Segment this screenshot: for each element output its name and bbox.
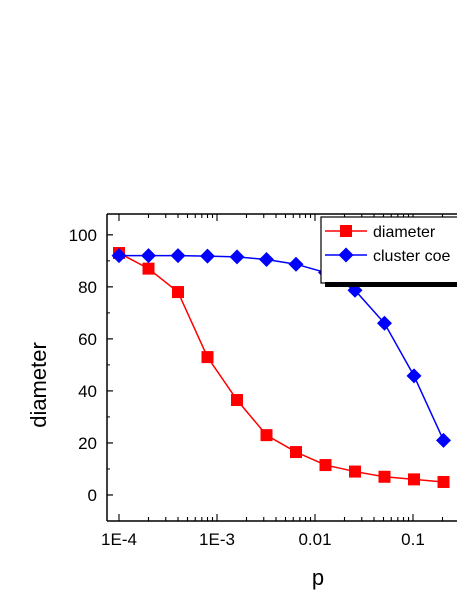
- y-tick-label: 0: [88, 486, 97, 505]
- data-point-square: [349, 465, 362, 478]
- data-point-square: [378, 470, 391, 483]
- legend-label: cluster coe: [373, 248, 450, 265]
- data-point-diamond: [436, 432, 452, 448]
- x-axis-title: p: [312, 565, 324, 590]
- legend-marker-square: [340, 225, 352, 237]
- data-point-diamond: [259, 252, 275, 268]
- plot-area: [111, 247, 452, 488]
- y-tick-label: 60: [78, 330, 97, 349]
- data-point-diamond: [377, 315, 393, 331]
- data-point-square: [142, 262, 155, 275]
- legend-shadow: [325, 282, 457, 287]
- data-point-square: [231, 394, 244, 407]
- data-point-square: [319, 459, 332, 472]
- y-tick-label: 100: [69, 226, 97, 245]
- legend-marker-diamond: [338, 247, 354, 263]
- data-point-square: [437, 475, 450, 488]
- y-tick-label: 20: [78, 434, 97, 453]
- y-axis-title: diameter: [26, 342, 51, 428]
- x-tick-label: 1E-3: [199, 530, 235, 549]
- series-line-0: [118, 252, 444, 483]
- data-point-diamond: [229, 249, 245, 265]
- x-tick-label: 0.1: [401, 530, 425, 549]
- y-tick-label: 40: [78, 382, 97, 401]
- legend: diameter cluster coe: [320, 216, 457, 287]
- legend-label: diameter: [373, 224, 436, 241]
- x-tick-label: 1E-4: [101, 530, 137, 549]
- data-point-diamond: [111, 248, 127, 264]
- data-point-diamond: [288, 256, 304, 272]
- axes: 0 20 40 60 80 100 1E-4 1E-3 0.01 0.1: [69, 213, 457, 549]
- data-point-square: [260, 429, 273, 442]
- data-point-square: [201, 351, 214, 364]
- data-point-square: [290, 446, 303, 459]
- data-point-square: [408, 473, 421, 486]
- y-tick-label: 80: [78, 278, 97, 297]
- data-point-diamond: [406, 368, 422, 384]
- data-point-diamond: [200, 248, 216, 264]
- x-tick-label: 0.01: [298, 530, 331, 549]
- data-point-diamond: [141, 248, 157, 264]
- data-point-diamond: [170, 248, 186, 264]
- data-point-square: [172, 286, 185, 299]
